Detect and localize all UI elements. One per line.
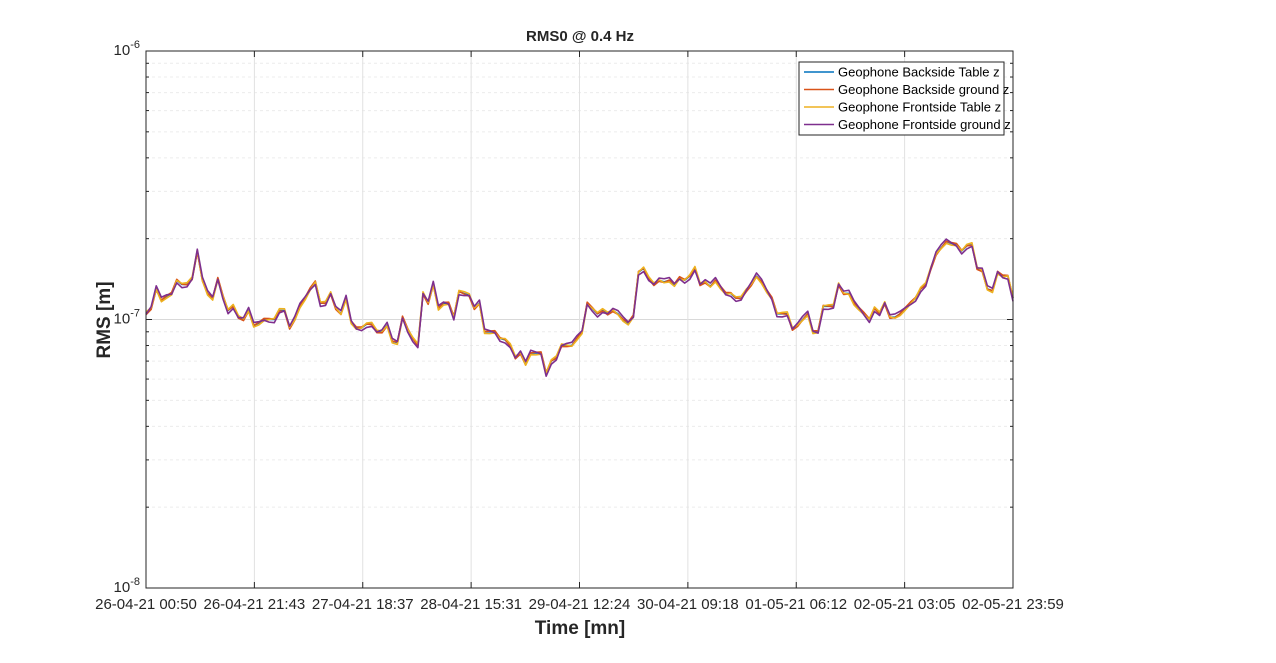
x-tick-label: 02-05-21 23:59: [962, 596, 1064, 613]
axis-ticks: [145, 51, 1014, 589]
x-tick-label: 02-05-21 03:05: [854, 596, 956, 613]
legend-box: [798, 61, 1005, 136]
series-line-4: [145, 238, 1014, 377]
x-tick-label: 30-04-21 09:18: [637, 596, 739, 613]
legend-entry: Geophone Frontside ground z: [838, 117, 1011, 132]
y-tick-label: 10-6: [114, 39, 140, 59]
x-axis-label: Time [mn]: [535, 618, 625, 639]
y-axis-label: RMS [m]: [94, 281, 115, 358]
chart-title: RMS0 @ 0.4 Hz: [526, 28, 634, 45]
x-tick-label: 01-05-21 06:12: [745, 596, 847, 613]
legend[interactable]: Geophone Backside Table z Geophone Backsi…: [798, 61, 1011, 136]
x-tick-labels: 26-04-21 00:50 26-04-21 21:43 27-04-21 18:…: [95, 596, 1064, 613]
x-tick-label: 27-04-21 18:37: [312, 596, 414, 613]
x-tick-label: 26-04-21 21:43: [204, 596, 306, 613]
series-lines: [145, 238, 1014, 377]
x-tick-label: 29-04-21 12:24: [529, 596, 631, 613]
legend-entry: Geophone Frontside Table z: [838, 100, 1001, 115]
x-tick-label: 26-04-21 00:50: [95, 596, 197, 613]
y-tick-labels: 10-6 10-7 10-8: [114, 39, 140, 596]
x-tick-label: 28-04-21 15:31: [420, 596, 522, 613]
legend-entry: Geophone Backside ground z: [838, 82, 1009, 97]
y-tick-label: 10-8: [114, 576, 140, 596]
grid: [146, 51, 1013, 588]
legend-entry: Geophone Backside Table z: [838, 65, 1000, 80]
y-tick-label: 10-7: [114, 308, 140, 328]
